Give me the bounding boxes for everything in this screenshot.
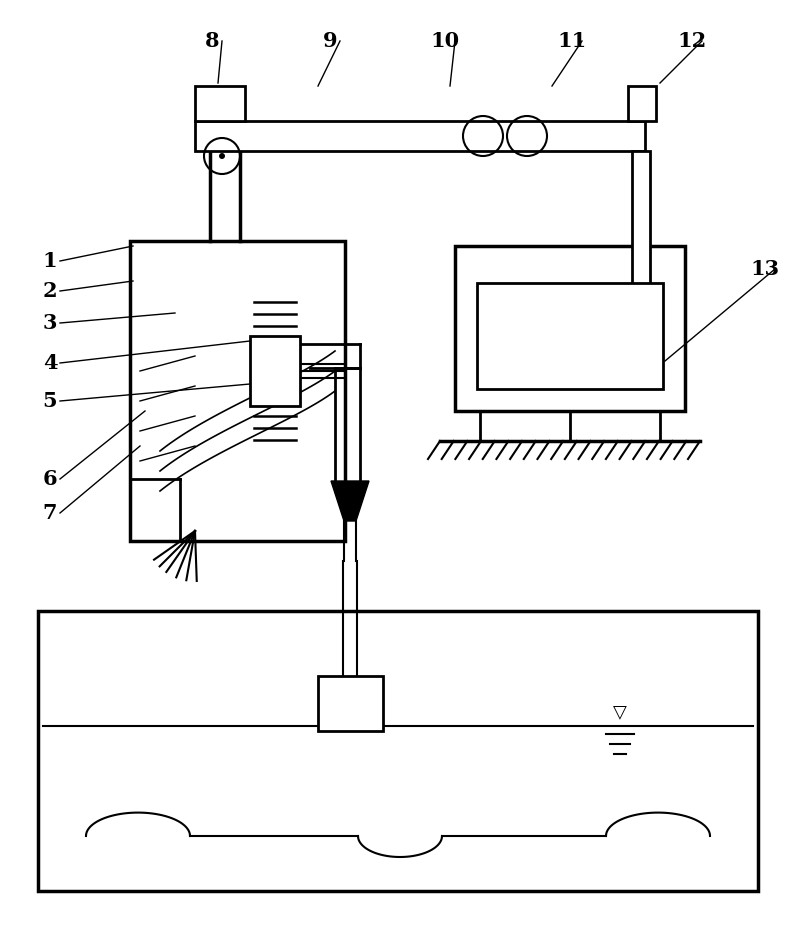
Bar (477, 283, 663, 389)
Polygon shape (331, 481, 369, 521)
Bar (628, 86, 656, 121)
Text: 8: 8 (205, 31, 219, 51)
Text: 5: 5 (42, 391, 58, 411)
Text: 11: 11 (558, 31, 586, 51)
Bar (250, 336, 300, 406)
Text: 7: 7 (42, 503, 58, 523)
Text: 4: 4 (42, 353, 58, 373)
Text: 2: 2 (42, 281, 58, 301)
Text: 10: 10 (430, 31, 459, 51)
Text: 13: 13 (750, 259, 779, 279)
Bar (632, 151, 650, 341)
Text: 9: 9 (322, 31, 338, 51)
Bar (455, 246, 685, 411)
Bar (130, 241, 345, 541)
Text: ▽: ▽ (613, 703, 627, 721)
Bar (195, 121, 645, 151)
Text: 1: 1 (42, 251, 58, 271)
Text: 6: 6 (42, 469, 58, 489)
Text: 12: 12 (678, 31, 706, 51)
Bar (38, 611, 758, 891)
Bar (318, 676, 383, 731)
Circle shape (219, 153, 225, 159)
Text: 3: 3 (42, 313, 58, 333)
Bar (195, 86, 245, 121)
